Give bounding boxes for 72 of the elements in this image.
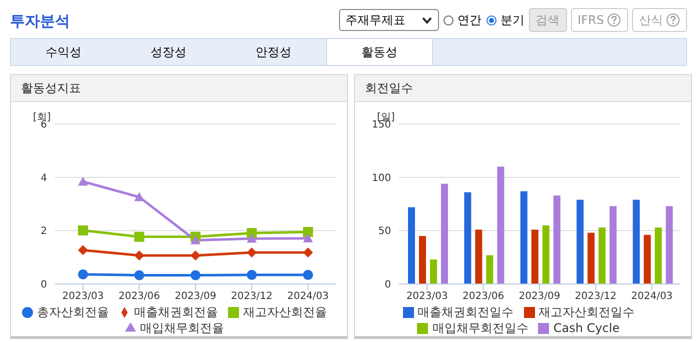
point [303, 227, 313, 237]
point [78, 245, 88, 256]
bar [542, 225, 550, 284]
text: 투자분석 [10, 12, 70, 31]
tab-bar: 수익성 성장성 안정성 활동성 [10, 38, 687, 66]
point [134, 270, 144, 280]
bar [654, 227, 662, 284]
x-tick-label: 2024/03 [287, 291, 329, 302]
bar [475, 230, 482, 284]
bar [408, 207, 415, 284]
bar [430, 259, 437, 284]
legend-label: 매출채권회전율 [134, 305, 218, 319]
legend-label: Cash Cycle [553, 321, 620, 335]
search-button: 검색 [528, 8, 567, 32]
point [303, 233, 313, 242]
bar [666, 206, 673, 284]
bar [486, 255, 494, 284]
chart-title: 회전일수 [355, 75, 691, 102]
bar [588, 232, 595, 284]
point [134, 192, 144, 202]
point [303, 270, 313, 280]
text: 연간 [458, 12, 482, 28]
legend-label: 매출채권회전일수 [418, 305, 514, 319]
y-tick-label: 50 [378, 226, 391, 238]
text: 분기 [500, 12, 525, 28]
bar [553, 195, 560, 284]
y-tick-label: 0 [384, 280, 391, 291]
legend-label: 재고자산회전율 [243, 305, 327, 319]
chart-title: 활동성지표 [11, 75, 347, 102]
point [246, 248, 257, 258]
point [190, 270, 200, 280]
bar [610, 206, 617, 284]
x-tick-label: 2023/06 [462, 291, 504, 302]
point [246, 234, 257, 243]
bar [520, 191, 528, 284]
point [190, 235, 200, 244]
x-tick-label: 2023/12 [230, 291, 273, 302]
ifrs-button: IFRS [570, 8, 628, 32]
point [303, 248, 313, 258]
x-tick-label: 2023/06 [118, 291, 160, 302]
select-field: 주재무제표 [338, 9, 439, 31]
point [78, 225, 88, 236]
legend-label: 매입채무회전율 [140, 321, 224, 335]
x-tick-label: 2023/09 [518, 291, 560, 302]
x-tick-label: 2023/09 [174, 291, 216, 302]
y-tick-label: 0 [40, 280, 47, 291]
point [78, 176, 88, 186]
point [134, 232, 144, 242]
y-tick-label: 2 [40, 226, 47, 238]
legend-label: 매입채무회전일수 [432, 321, 528, 335]
bar [644, 234, 651, 284]
formula-button: 산식 [632, 8, 687, 32]
x-tick-label: 2023/12 [574, 291, 616, 302]
y-tick-label: 100 [372, 172, 391, 184]
bar [464, 192, 472, 284]
bar [632, 200, 640, 284]
legend-label: 총자산회전율 [37, 305, 109, 319]
point [246, 270, 257, 280]
bar [440, 184, 448, 284]
y-tick-label: 4 [40, 172, 47, 184]
point [78, 269, 88, 280]
x-tick-label: 2023/03 [406, 291, 448, 302]
x-tick-label: 2023/03 [62, 291, 104, 302]
bar [418, 236, 426, 284]
point [134, 250, 144, 260]
bar [576, 200, 584, 284]
bar [531, 230, 538, 284]
x-tick-label: 2024/03 [631, 291, 673, 302]
bar [497, 166, 504, 284]
legend-label: 재고자산회전일수 [538, 305, 634, 319]
point [190, 250, 200, 260]
bar [598, 227, 606, 284]
